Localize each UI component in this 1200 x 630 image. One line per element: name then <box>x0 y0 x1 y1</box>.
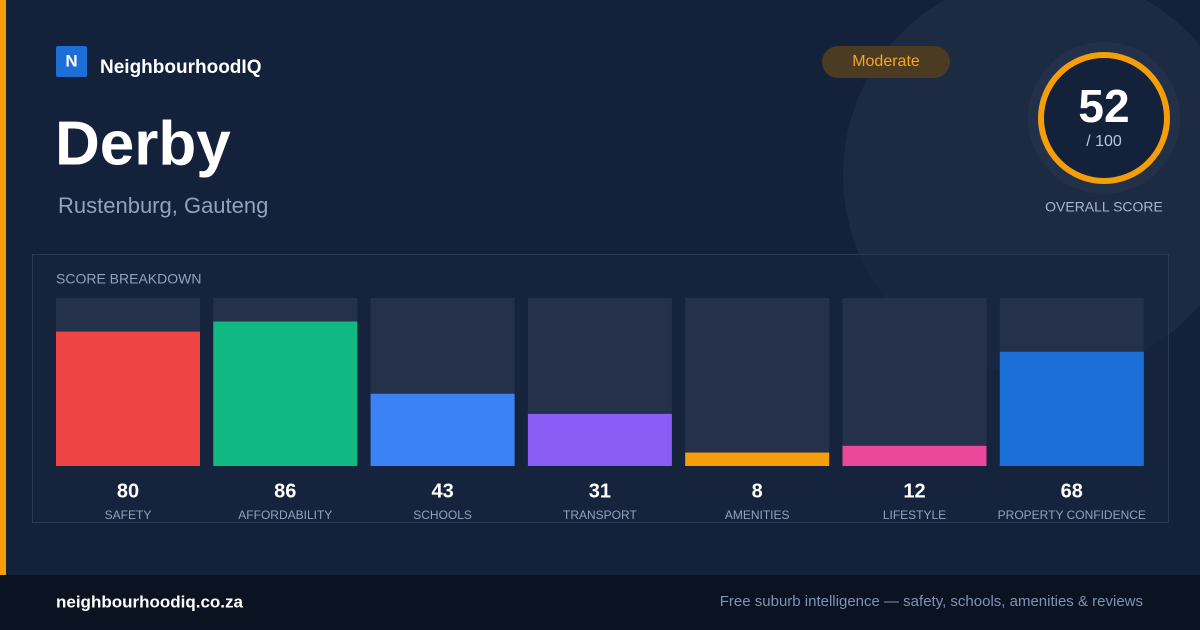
category-label: AMENITIES <box>725 508 790 522</box>
chart-title: SCORE BREAKDOWN <box>56 271 201 287</box>
score-label: OVERALL SCORE <box>1045 199 1163 215</box>
bar <box>527 413 672 466</box>
category-label: SAFETY <box>105 508 152 522</box>
bar <box>213 321 358 466</box>
brand-name: NeighbourhoodIQ <box>100 57 261 78</box>
accent-stripe <box>0 0 6 575</box>
bar <box>685 452 830 466</box>
value-label: 86 <box>274 480 296 502</box>
badge-text: Moderate <box>852 53 920 70</box>
category-label: TRANSPORT <box>563 508 637 522</box>
bar <box>842 445 987 466</box>
score-ring <box>1038 52 1170 184</box>
bar <box>999 351 1144 466</box>
bar <box>56 331 200 466</box>
category-label: PROPERTY CONFIDENCE <box>998 508 1146 522</box>
category-label: AFFORDABILITY <box>238 508 332 522</box>
footer-tagline: Free suburb intelligence — safety, schoo… <box>720 593 1143 610</box>
bar-track <box>842 298 987 466</box>
bar <box>370 393 515 466</box>
logo-letter: N <box>65 51 77 70</box>
score-value: 52 <box>1078 80 1129 132</box>
footer <box>0 575 1200 630</box>
value-label: 8 <box>752 480 763 502</box>
footer-site: neighbourhoodiq.co.za <box>56 592 244 611</box>
subtitle: Rustenburg, Gauteng <box>58 193 268 218</box>
value-label: 31 <box>589 480 611 502</box>
category-label: SCHOOLS <box>413 508 472 522</box>
value-label: 12 <box>903 480 925 502</box>
score-max: / 100 <box>1086 133 1122 150</box>
bars: 80 SAFETY 86 AFFORDABILITY 43 SCHOOLS 31 TRANSP… <box>56 298 1146 522</box>
logo <box>56 46 87 77</box>
badge <box>822 46 950 78</box>
bar-track <box>685 298 830 466</box>
value-label: 68 <box>1061 480 1083 502</box>
value-label: 43 <box>431 480 453 502</box>
title: Derby <box>55 109 231 178</box>
category-label: LIFESTYLE <box>883 508 946 522</box>
value-label: 80 <box>117 480 139 502</box>
